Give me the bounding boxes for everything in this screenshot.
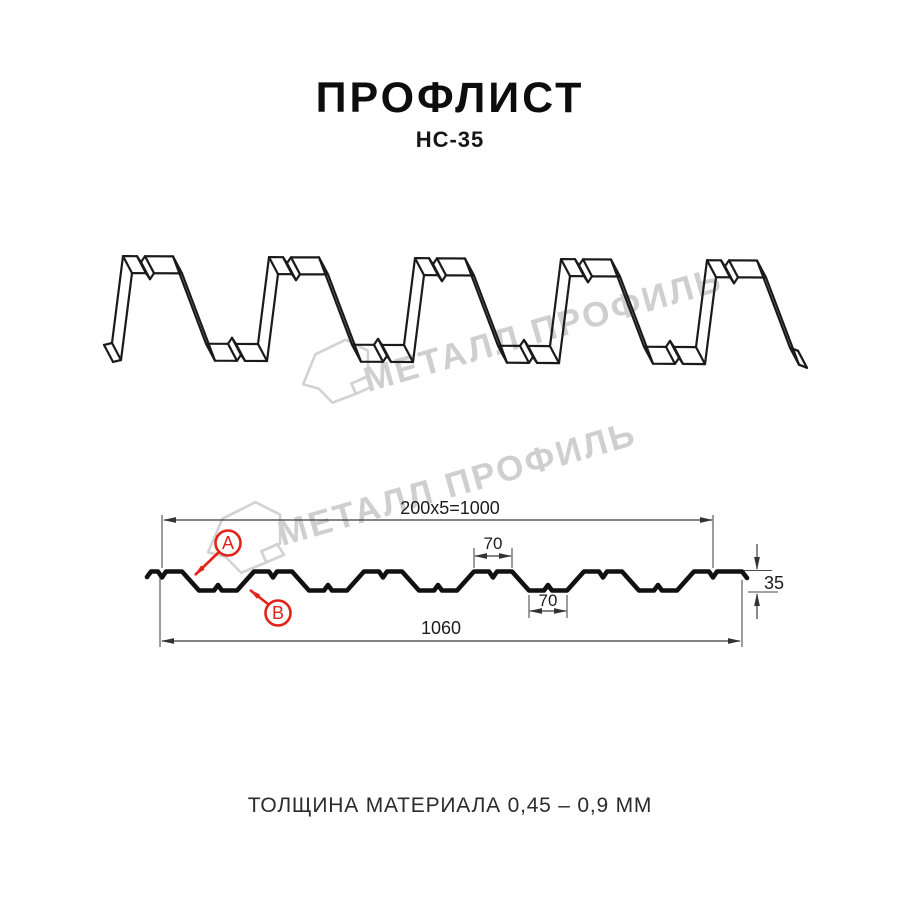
page-title: ПРОФЛИСТ bbox=[315, 74, 585, 122]
dim-height-label: 35 bbox=[764, 573, 784, 593]
callout-a-label: A bbox=[222, 533, 234, 553]
dim-valley-width-label: 70 bbox=[539, 591, 558, 610]
sheet3d-edge bbox=[256, 342, 269, 363]
sheet3d-edge bbox=[518, 344, 531, 364]
sheet3d-edge bbox=[526, 344, 539, 364]
sheet3d-edge bbox=[723, 265, 736, 285]
profile-3d-drawing bbox=[102, 255, 809, 369]
sheet3d-edge bbox=[559, 258, 572, 278]
sheet3d-edge bbox=[496, 344, 509, 364]
watermark-logo-icon bbox=[206, 500, 286, 575]
section-diagram: 200x5=1000 70 70 1060 bbox=[144, 498, 784, 647]
watermark-text: МЕТАЛЛ ПРОФИЛЬ bbox=[273, 414, 641, 554]
footer-note: ТОЛЩИНА МАТЕРИАЛА 0,45 – 0,9 ММ bbox=[247, 794, 653, 817]
sheet3d-edge bbox=[694, 346, 707, 366]
sheet3d-edge bbox=[267, 256, 280, 276]
dim-rib-width: 70 bbox=[473, 534, 513, 568]
sheet3d-edge bbox=[609, 258, 622, 278]
sheet3d-edge bbox=[226, 342, 239, 362]
sheet3d-edge bbox=[796, 349, 809, 369]
sheet3d-edge bbox=[171, 255, 184, 275]
sheet3d-edge bbox=[705, 259, 718, 279]
callout-b: B bbox=[249, 588, 292, 627]
sheet3d-edge bbox=[727, 259, 740, 279]
sheet3d-edge bbox=[204, 342, 217, 362]
sheet3d-edge bbox=[672, 345, 685, 365]
dim-overall-label: 1060 bbox=[421, 618, 461, 638]
sheet3d-edge bbox=[581, 258, 594, 278]
sheet3d-edge bbox=[380, 343, 393, 363]
sheet3d-edge bbox=[102, 343, 115, 363]
dim-coverage: 200x5=1000 bbox=[161, 498, 714, 568]
sheet3d-edge bbox=[121, 255, 134, 275]
sheet3d-edge bbox=[413, 257, 426, 277]
sheet3d-edge bbox=[110, 341, 123, 362]
sheet3d-edge bbox=[577, 264, 590, 284]
sheet3d-edge bbox=[664, 345, 677, 365]
watermark-logo-icon bbox=[301, 338, 374, 405]
section-profile-outline bbox=[144, 569, 750, 593]
sheet3d-edge bbox=[435, 257, 448, 277]
sheet3d-edge bbox=[548, 345, 561, 365]
sheet3d-edge bbox=[350, 343, 363, 363]
watermark-lower: МЕТАЛЛ ПРОФИЛЬ bbox=[206, 414, 641, 575]
sheet3d-edge bbox=[788, 346, 801, 366]
sheet3d-edge bbox=[755, 259, 768, 279]
sheet3d-edge bbox=[402, 343, 415, 364]
sheet3d-edge bbox=[289, 256, 302, 276]
dim-overall: 1060 bbox=[159, 578, 743, 647]
sheet3d-edge bbox=[143, 255, 156, 275]
sheet3d-edge bbox=[139, 261, 152, 281]
sheet3d-edge bbox=[642, 345, 655, 365]
sheet3d-edge bbox=[234, 342, 247, 362]
callout-a: A bbox=[194, 529, 242, 576]
sheet3d-edge bbox=[463, 257, 476, 277]
dim-rib-width-label: 70 bbox=[484, 534, 503, 553]
watermark-text: МЕТАЛЛ ПРОФИЛЬ bbox=[359, 260, 727, 400]
watermark-upper: МЕТАЛЛ ПРОФИЛЬ bbox=[301, 260, 727, 405]
sheet3d-edge bbox=[431, 263, 444, 283]
sheet3d-edge bbox=[285, 262, 298, 282]
dim-height: 35 bbox=[744, 544, 784, 619]
callout-b-label: B bbox=[272, 603, 284, 623]
sheet3d-edge bbox=[372, 343, 385, 363]
dim-valley-width: 70 bbox=[528, 591, 568, 618]
product-code: НС-35 bbox=[415, 127, 485, 152]
dim-coverage-label: 200x5=1000 bbox=[400, 498, 500, 518]
sheet3d-edge bbox=[317, 256, 330, 276]
